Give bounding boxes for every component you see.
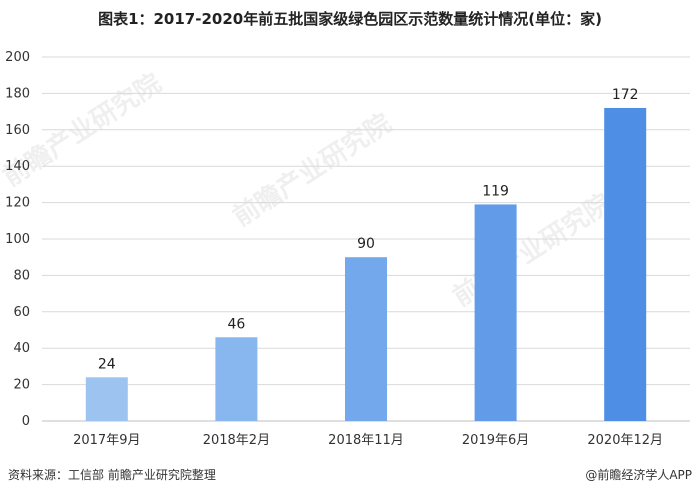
bar — [85, 377, 128, 421]
bar — [604, 107, 647, 422]
y-tick-label: 40 — [13, 341, 30, 356]
bar — [215, 337, 258, 421]
y-tick-label: 60 — [13, 305, 30, 320]
y-tick-label: 120 — [5, 196, 30, 211]
x-tick-label: 2018年11月 — [328, 433, 404, 448]
y-tick-label: 200 — [5, 50, 30, 65]
y-tick-label: 140 — [5, 159, 30, 174]
data-label: 46 — [227, 316, 245, 332]
y-tick-label: 80 — [13, 268, 30, 283]
data-label: 90 — [357, 236, 375, 252]
source-note: 资料来源：工信部 前瞻产业研究院整理 — [8, 468, 216, 482]
y-tick-label: 160 — [5, 123, 30, 138]
y-tick-label: 100 — [5, 232, 30, 247]
data-label: 119 — [482, 183, 509, 199]
brand-credit: @前瞻经济学人APP — [585, 468, 692, 482]
x-tick-label: 2018年2月 — [203, 433, 270, 448]
chart-title: 图表1：2017-2020年前五批国家级绿色园区示范数量统计情况(单位：家) — [98, 10, 602, 28]
data-label: 24 — [98, 356, 116, 372]
bar — [345, 257, 387, 421]
x-tick-label: 2019年6月 — [462, 433, 529, 448]
x-tick-label: 2017年9月 — [73, 433, 140, 448]
y-tick-label: 20 — [13, 378, 30, 393]
bar — [474, 204, 517, 421]
data-label: 172 — [612, 87, 639, 103]
y-tick-label: 180 — [5, 86, 30, 101]
bar-chart: 0 20 40 60 80 100 120 140 160 180 200 24 2017年9月 46 20… — [5, 50, 690, 448]
y-tick-label: 0 — [22, 414, 30, 429]
x-tick-label: 2020年12月 — [587, 433, 663, 448]
